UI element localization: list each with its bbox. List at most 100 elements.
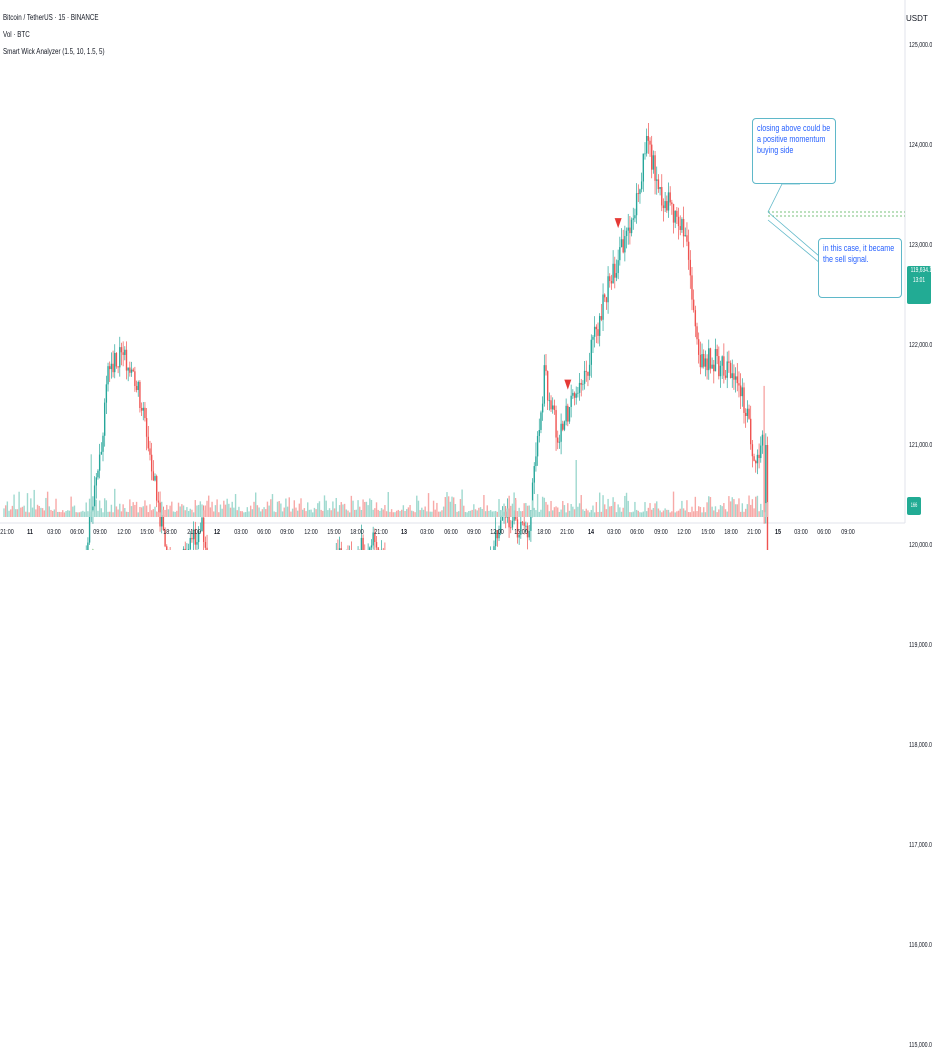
volume-bar <box>381 508 382 517</box>
price-tick-label: 115,000.00 <box>909 1040 932 1049</box>
volume-bar <box>664 508 665 517</box>
candle-body <box>612 264 613 284</box>
candle-body <box>616 273 617 278</box>
candle-body <box>629 228 630 234</box>
candle-body <box>587 372 588 376</box>
candle-body <box>97 471 98 478</box>
volume-bar <box>673 492 674 517</box>
volume-bar <box>122 504 123 517</box>
legend-indicator[interactable]: Smart Wick Analyzer (1.5, 10, 1.5, 5) <box>3 47 105 57</box>
candle-body <box>747 409 748 416</box>
volume-bar <box>530 511 531 517</box>
volume-bar <box>525 503 526 517</box>
volume-bar <box>272 494 273 517</box>
volume-bar <box>206 501 207 517</box>
volume-bar <box>3 508 4 517</box>
volume-bar <box>352 501 353 517</box>
time-tick-label: 11 <box>27 527 33 536</box>
legend-volume[interactable]: Vol · BTC <box>3 30 30 40</box>
volume-bar <box>654 503 655 517</box>
volume-bar <box>379 511 380 517</box>
volume-bar <box>649 503 650 517</box>
candle-body <box>614 264 615 278</box>
volume-bar <box>758 511 759 517</box>
time-tick-label: 21:00 <box>187 527 201 536</box>
volume-bar <box>706 502 707 517</box>
volume-bar <box>334 508 335 517</box>
volume-bar <box>617 504 618 517</box>
volume-bar <box>218 512 219 517</box>
volume-bar <box>131 506 132 517</box>
volume-bar <box>336 498 337 517</box>
time-tick-label: 21:00 <box>561 527 575 536</box>
volume-bar <box>171 502 172 517</box>
volume-bar <box>315 509 316 517</box>
price-tick-label: 119,000.00 <box>909 640 932 649</box>
volume-bar <box>57 512 58 517</box>
volume-bar <box>262 509 263 517</box>
volume-bar <box>77 512 78 517</box>
volume-bar <box>490 510 491 517</box>
volume-bar <box>604 504 605 517</box>
candle-body <box>631 220 632 233</box>
volume-bar <box>728 496 729 517</box>
candle-body <box>750 419 751 444</box>
volume-bar <box>99 500 100 517</box>
candle-body <box>567 406 568 422</box>
currency-unit[interactable]: USDT <box>906 14 928 23</box>
candle-body <box>106 384 107 402</box>
volume-bar <box>364 502 365 517</box>
candle-body <box>151 455 152 472</box>
candle-body <box>196 542 197 545</box>
volume-bar <box>208 496 209 517</box>
volume-bar <box>164 510 165 517</box>
volume-bar <box>470 511 471 517</box>
candle-body <box>148 437 149 449</box>
volume-bar <box>393 512 394 517</box>
time-tick-label: 09:00 <box>654 527 668 536</box>
volume-bar <box>408 507 409 517</box>
volume-bar <box>277 502 278 517</box>
volume-bar <box>111 505 112 517</box>
volume-bar <box>727 512 728 517</box>
volume-bar <box>584 511 585 517</box>
candle-body <box>720 366 721 376</box>
candle-body <box>143 408 144 411</box>
time-tick-label: 03:00 <box>607 527 621 536</box>
candle-body <box>116 353 117 367</box>
volume-bar <box>383 509 384 517</box>
candle-body <box>99 455 100 471</box>
time-tick-label: 18:00 <box>724 527 738 536</box>
volume-bar <box>520 512 521 517</box>
volume-bar <box>252 509 253 517</box>
volume-bar <box>47 492 48 517</box>
candle-body <box>602 295 603 320</box>
candle-body <box>129 368 130 373</box>
volume-bar <box>403 505 404 517</box>
volume-bar <box>676 511 677 517</box>
volume-bar <box>324 495 325 517</box>
volume-bar <box>562 501 563 517</box>
volume-bar <box>703 507 704 517</box>
volume-bar <box>260 511 261 517</box>
time-tick-label: 06:00 <box>817 527 831 536</box>
candle-body <box>638 193 639 194</box>
annotation-callout-bottom[interactable]: in this case, it became the sell signal. <box>818 238 902 298</box>
time-tick-label: 09:00 <box>467 527 481 536</box>
volume-bar <box>564 505 565 517</box>
volume-bar <box>52 511 53 517</box>
volume-bar <box>581 495 582 517</box>
candle-body <box>691 275 692 299</box>
candle-body <box>596 327 597 329</box>
candle-body <box>191 538 192 539</box>
chart-canvas[interactable] <box>0 0 932 550</box>
time-tick-label: 15 <box>775 527 781 536</box>
volume-bar <box>555 506 556 517</box>
annotation-callout-top[interactable]: closing above could be a positive moment… <box>752 118 836 184</box>
volume-bar <box>626 493 627 517</box>
volume-bar <box>606 509 607 517</box>
volume-bar <box>342 505 343 517</box>
volume-bar <box>668 510 669 517</box>
legend-symbol[interactable]: Bitcoin / TetherUS · 15 · BINANCE <box>3 13 99 23</box>
price-tick-label: 125,000.00 <box>909 40 932 49</box>
